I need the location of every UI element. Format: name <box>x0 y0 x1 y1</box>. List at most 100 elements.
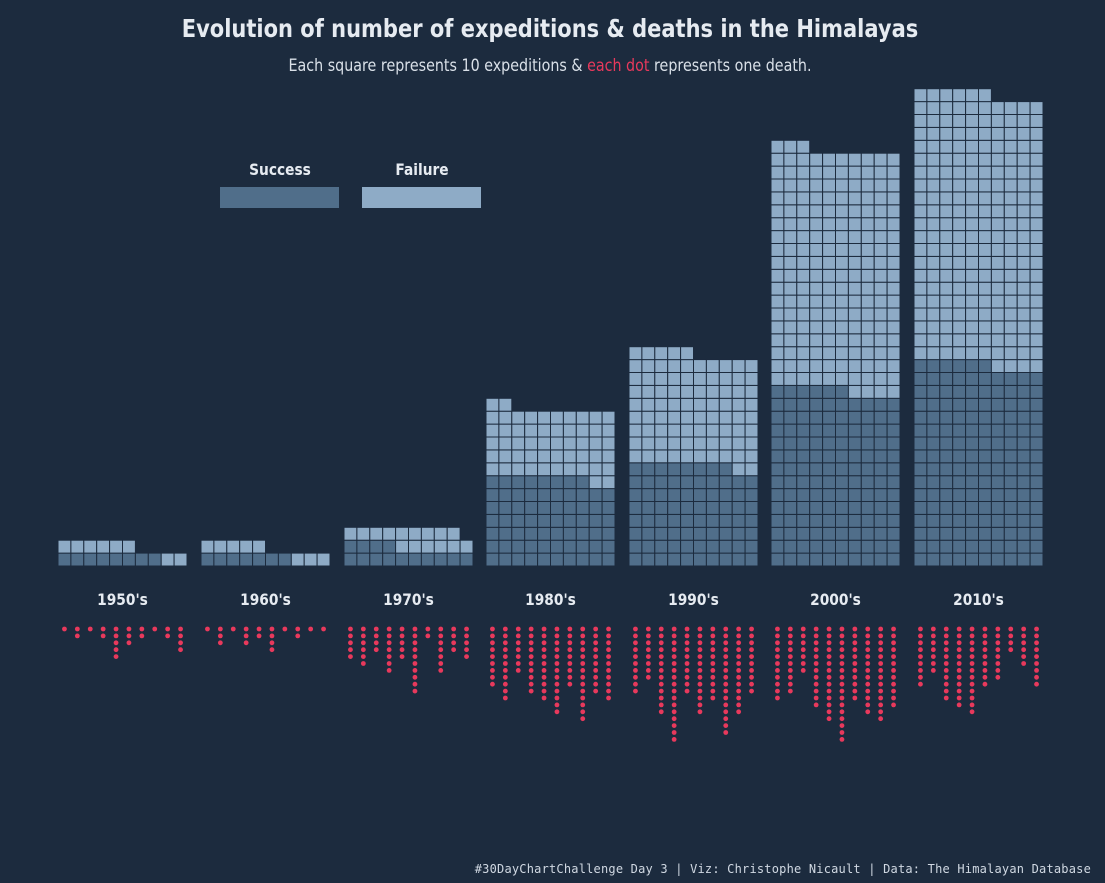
death-dot <box>1021 634 1026 639</box>
failure-square <box>1004 308 1017 321</box>
death-dot <box>814 682 819 687</box>
success-square <box>642 489 655 502</box>
failure-square <box>979 127 992 140</box>
success-square <box>512 540 525 553</box>
success-square <box>836 502 849 515</box>
failure-square <box>1017 269 1030 282</box>
death-dot <box>970 647 975 652</box>
success-square <box>887 540 900 553</box>
death-dot <box>451 634 456 639</box>
death-dot <box>672 703 677 708</box>
success-square <box>874 540 887 553</box>
failure-square <box>810 218 823 231</box>
success-square <box>836 411 849 424</box>
failure-square <box>1017 244 1030 257</box>
death-dot <box>827 675 832 680</box>
death-dot <box>957 682 962 687</box>
success-square <box>655 463 668 476</box>
success-square <box>810 450 823 463</box>
death-dot <box>775 627 780 632</box>
failure-square <box>1030 321 1043 334</box>
failure-square <box>979 308 992 321</box>
success-square <box>563 527 576 540</box>
death-dot <box>698 634 703 639</box>
success-square <box>1017 385 1030 398</box>
death-dot <box>139 634 144 639</box>
success-square <box>486 553 499 566</box>
success-square <box>563 540 576 553</box>
success-square <box>966 450 979 463</box>
failure-square <box>836 360 849 373</box>
failure-square <box>848 192 861 205</box>
death-dot <box>698 696 703 701</box>
death-dot <box>788 661 793 666</box>
failure-square <box>914 282 927 295</box>
death-dot <box>413 634 418 639</box>
death-dot <box>891 634 896 639</box>
failure-square <box>291 553 304 566</box>
death-dot <box>633 661 638 666</box>
failure-square <box>1030 282 1043 295</box>
failure-square <box>642 398 655 411</box>
failure-square <box>914 153 927 166</box>
failure-square <box>499 424 512 437</box>
success-square <box>966 514 979 527</box>
failure-square <box>874 166 887 179</box>
success-square <box>861 450 874 463</box>
death-dot <box>646 640 651 645</box>
failure-square <box>655 360 668 373</box>
death-dot <box>438 627 443 632</box>
death-dot <box>931 668 936 673</box>
success-square <box>810 424 823 437</box>
failure-square <box>810 153 823 166</box>
death-dot <box>516 634 521 639</box>
death-dot <box>827 627 832 632</box>
death-dot <box>970 703 975 708</box>
success-square <box>823 489 836 502</box>
death-dot <box>672 675 677 680</box>
success-square <box>914 385 927 398</box>
failure-square <box>966 140 979 153</box>
failure-square <box>499 411 512 424</box>
decade-group <box>344 527 473 693</box>
success-square <box>512 489 525 502</box>
success-square <box>797 527 810 540</box>
failure-square <box>914 140 927 153</box>
failure-square <box>694 398 707 411</box>
failure-square <box>953 140 966 153</box>
death-dot <box>698 682 703 687</box>
failure-square <box>732 424 745 437</box>
death-dot <box>165 627 170 632</box>
success-square <box>71 553 84 566</box>
death-dot <box>918 647 923 652</box>
failure-square <box>940 321 953 334</box>
success-square <box>719 514 732 527</box>
death-dot <box>672 654 677 659</box>
failure-square <box>1017 360 1030 373</box>
failure-square <box>927 89 940 102</box>
failure-square <box>991 360 1004 373</box>
success-square <box>914 411 927 424</box>
success-square <box>874 424 887 437</box>
death-dot <box>580 640 585 645</box>
death-dot <box>710 634 715 639</box>
success-square <box>538 476 551 489</box>
failure-square <box>848 373 861 386</box>
success-square <box>848 424 861 437</box>
death-dot <box>788 668 793 673</box>
success-square <box>551 540 564 553</box>
death-dot <box>438 654 443 659</box>
failure-square <box>563 450 576 463</box>
success-square <box>966 437 979 450</box>
success-square <box>771 411 784 424</box>
death-dot <box>685 634 690 639</box>
failure-square <box>1030 115 1043 128</box>
failure-square <box>1004 256 1017 269</box>
death-dot <box>944 640 949 645</box>
success-square <box>810 553 823 566</box>
success-square <box>810 540 823 553</box>
failure-square <box>771 269 784 282</box>
success-square <box>771 450 784 463</box>
death-dot <box>983 668 988 673</box>
failure-square <box>991 102 1004 115</box>
